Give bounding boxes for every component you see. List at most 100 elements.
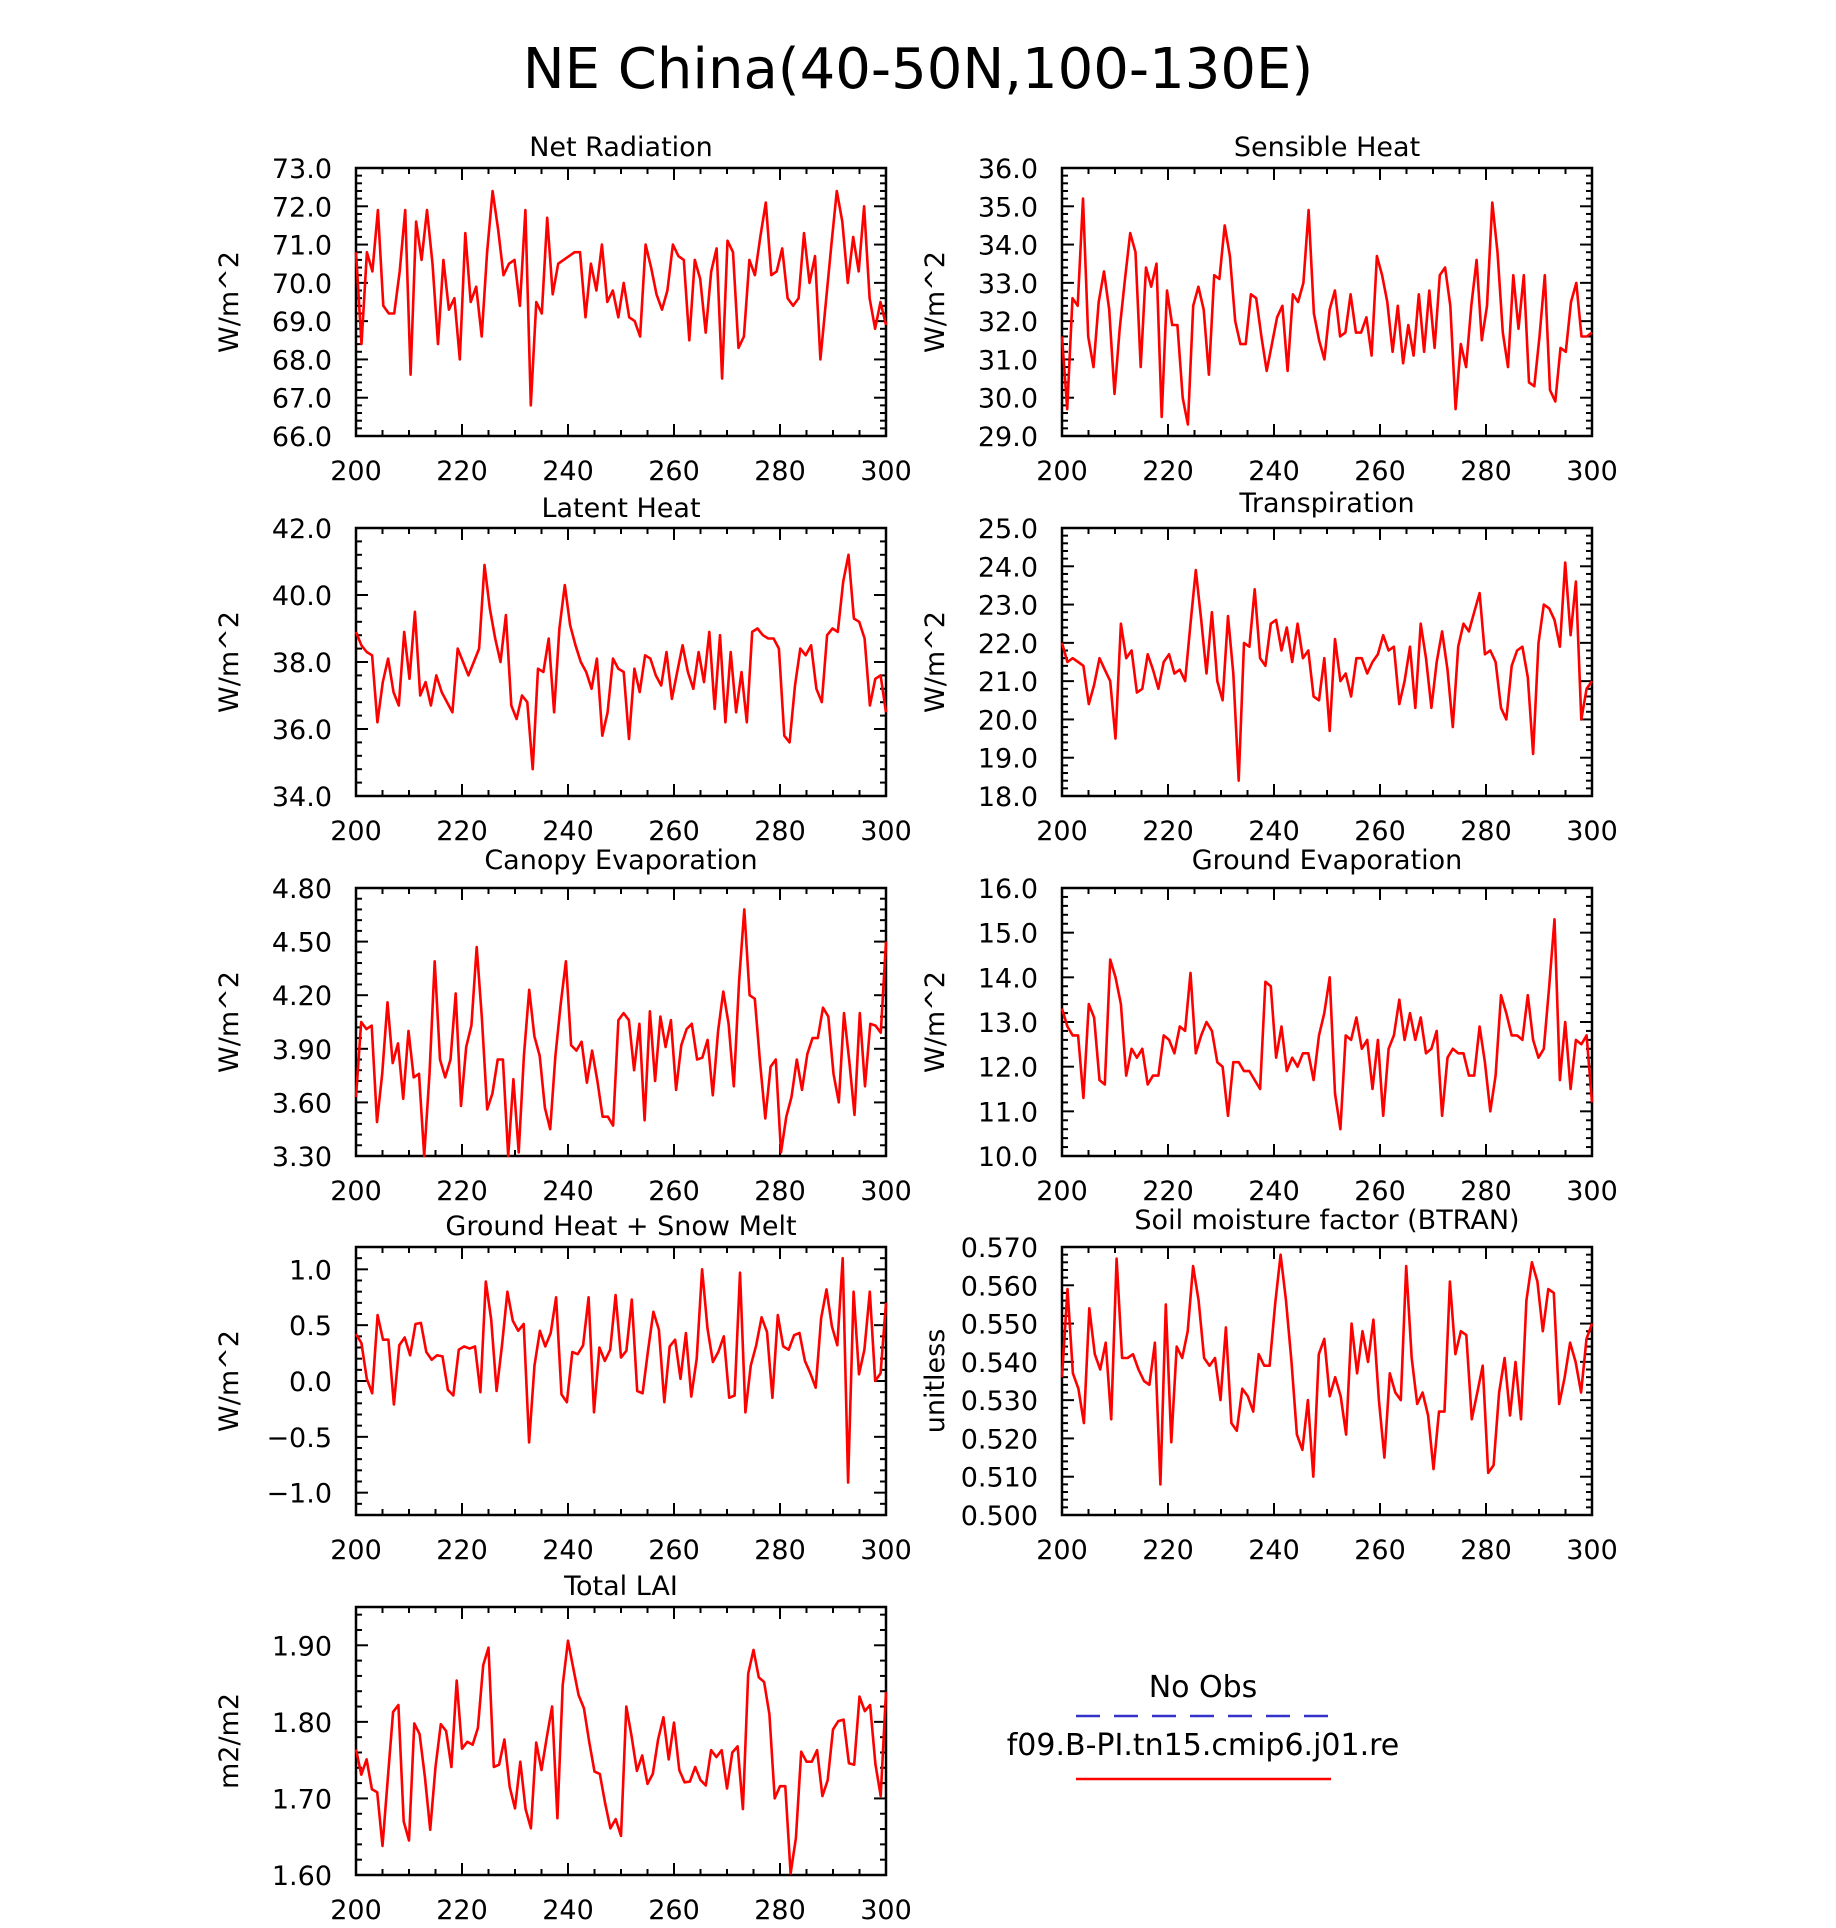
y-tick-label: 4.80 [272,874,332,905]
x-tick-label: 260 [648,1535,700,1566]
y-tick-label: 68.0 [272,345,332,376]
x-tick-label: 280 [1460,1176,1512,1207]
panel-3: Latent Heat W/m^2 200 220 240 260 280 300 34.0 36… [214,493,912,847]
x-tick-label: 280 [1460,456,1512,487]
y-tick-label: 70.0 [272,269,332,300]
panel-9: Total LAI m2/m2 200 220 240 260 280 300 1.60 1.70… [214,1571,912,1926]
x-tick-label: 300 [1566,1176,1618,1207]
panel-title: Ground Heat + Snow Melt [445,1211,796,1242]
x-tick-label: 220 [1142,816,1194,847]
y-tick-label: 30.0 [978,384,1038,415]
series-line [354,908,888,1158]
y-axis-label: m2/m2 [214,1693,245,1789]
y-tick-label: 66.0 [272,422,332,453]
x-tick-label: 200 [1036,456,1088,487]
x-tick-label: 200 [1036,816,1088,847]
x-tick-label: 240 [542,1176,594,1207]
plot-frame [354,1245,888,1517]
y-tick-label: 0.540 [961,1348,1038,1379]
y-tick-label: 20.0 [978,705,1038,736]
y-axis-label: W/m^2 [920,611,951,713]
x-tick-label: 300 [860,1895,912,1926]
series-line [1060,197,1593,426]
x-tick-label: 300 [860,1535,912,1566]
x-tick-label: 260 [648,456,700,487]
y-tick-label: 3.90 [272,1035,332,1066]
x-tick-label: 240 [542,456,594,487]
panels: Net Radiation W/m^2 200 220 240 260 280 300 66.0… [214,132,1618,1926]
x-tick-label: 280 [754,816,806,847]
y-tick-label: 38.0 [272,648,332,679]
y-tick-label: 23.0 [978,591,1038,622]
panel-title: Net Radiation [529,132,713,163]
panel-5: Canopy Evaporation W/m^2 200 220 240 260 280 30… [214,845,912,1207]
x-tick-label: 220 [1142,1176,1194,1207]
panel-8: Soil moisture factor (BTRAN) unitless 200 2… [920,1205,1618,1566]
y-tick-label: 16.0 [978,874,1038,905]
y-tick-label: 11.0 [978,1097,1038,1128]
y-tick-label: 0.0 [289,1367,332,1398]
panel-1: Net Radiation W/m^2 200 220 240 260 280 300 66.0… [214,132,912,487]
x-tick-label: 200 [1036,1176,1088,1207]
x-tick-label: 240 [542,1895,594,1926]
y-tick-label: 0.560 [961,1271,1038,1302]
series-line [354,189,888,407]
x-tick-label: 300 [860,456,912,487]
y-tick-label: 40.0 [272,581,332,612]
x-tick-label: 200 [330,456,382,487]
y-tick-label: 21.0 [978,667,1038,698]
x-tick-label: 260 [1354,816,1406,847]
plot-frame [1060,166,1594,438]
y-axis-label: W/m^2 [214,971,245,1073]
y-axis-label: W/m^2 [920,971,951,1073]
plot-frame [1060,886,1594,1158]
x-tick-label: 200 [330,1895,382,1926]
series-line [354,553,888,771]
y-tick-label: 0.510 [961,1463,1038,1494]
series-line [354,1256,888,1484]
y-tick-label: 31.0 [978,345,1038,376]
y-tick-label: 0.550 [961,1310,1038,1341]
y-tick-label: −0.5 [266,1423,332,1454]
series-line [354,1639,888,1875]
x-tick-label: 300 [860,1176,912,1207]
x-tick-label: 220 [1142,456,1194,487]
y-tick-label: 67.0 [272,384,332,415]
y-tick-label: 4.50 [272,928,332,959]
x-tick-label: 220 [436,1895,488,1926]
x-tick-label: 240 [1248,816,1300,847]
x-tick-label: 300 [1566,456,1618,487]
y-tick-label: 69.0 [272,307,332,338]
y-tick-label: 0.5 [289,1311,332,1342]
x-tick-label: 200 [330,1176,382,1207]
plot-frame [354,526,888,798]
x-tick-label: 260 [648,1895,700,1926]
x-tick-label: 280 [1460,816,1512,847]
figure-title: NE China(40-50N,100-130E) [523,37,1314,102]
y-tick-label: 15.0 [978,919,1038,950]
panel-title: Ground Evaporation [1192,845,1463,876]
x-tick-label: 220 [436,1176,488,1207]
y-tick-label: 32.0 [978,307,1038,338]
x-tick-label: 300 [1566,816,1618,847]
y-tick-label: 22.0 [978,629,1038,660]
x-tick-label: 300 [1566,1535,1618,1566]
y-tick-label: 1.60 [272,1861,332,1892]
y-tick-label: 0.530 [961,1386,1038,1417]
x-tick-label: 240 [1248,1535,1300,1566]
panel-4: Transpiration W/m^2 200 220 240 260 280 300 18.0… [920,488,1618,847]
x-tick-label: 280 [754,456,806,487]
series-line [1060,1253,1594,1486]
panel-title: Canopy Evaporation [484,845,757,876]
x-tick-label: 260 [1354,1176,1406,1207]
series-line [1060,561,1594,783]
panel-title: Sensible Heat [1234,132,1420,163]
y-tick-label: 72.0 [272,192,332,223]
x-tick-label: 220 [436,816,488,847]
y-tick-label: 1.80 [272,1708,332,1739]
y-tick-label: 0.570 [961,1233,1038,1264]
y-tick-label: 3.30 [272,1142,332,1173]
y-tick-label: 13.0 [978,1008,1038,1039]
x-tick-label: 200 [330,1535,382,1566]
legend-model-label: f09.B-PI.tn15.cmip6.j01.re [1007,1728,1400,1763]
